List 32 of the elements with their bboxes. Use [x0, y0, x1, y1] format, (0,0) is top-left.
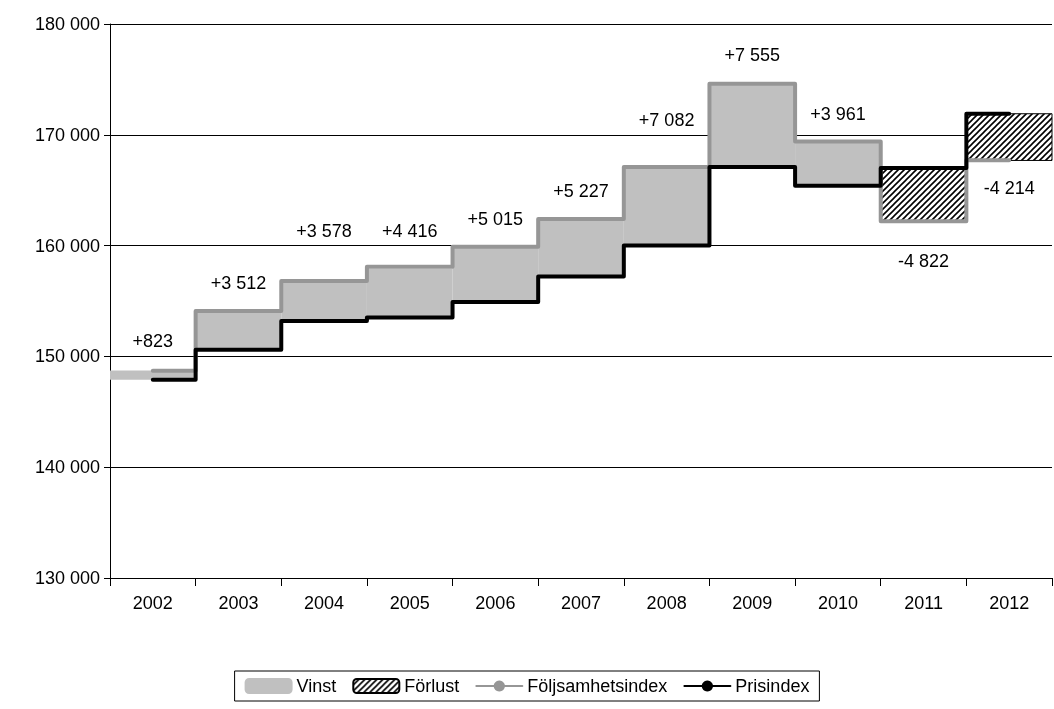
x-tick-label: 2007: [560, 593, 602, 613]
legend-label: Prisindex: [735, 676, 810, 696]
data-label: +4 416: [381, 220, 438, 241]
y-tick-label: 150 000: [34, 346, 100, 367]
x-tick-label: 2005: [389, 593, 430, 613]
data-label: +3 512: [210, 272, 267, 293]
data-label: +823: [132, 331, 174, 352]
y-tick-label: 140 000: [34, 457, 100, 478]
legend-label: Vinst: [296, 676, 337, 696]
x-tick-label: 2006: [475, 593, 516, 613]
data-label: +5 015: [467, 208, 524, 229]
data-label: -4 822: [898, 250, 950, 271]
y-tick-label: 170 000: [34, 124, 100, 145]
x-tick-label: 2011: [904, 593, 943, 613]
data-label: +3 961: [810, 103, 866, 124]
legend-label: Följsamhetsindex: [527, 676, 668, 696]
y-tick-label: 180 000: [34, 14, 100, 34]
data-label: +3 578: [296, 220, 352, 241]
data-label: +7 082: [638, 109, 695, 130]
y-tick-label: 130 000: [34, 568, 100, 588]
x-tick-label: 2008: [646, 593, 687, 613]
x-tick-label: 2004: [304, 593, 345, 613]
data-label: -4 214: [983, 178, 1035, 199]
data-label: +5 227: [553, 180, 609, 201]
x-tick-label: 2002: [132, 593, 173, 613]
x-tick-label: 2003: [218, 593, 259, 613]
x-tick-label: 2012: [989, 593, 1030, 613]
x-tick-label: 2009: [732, 593, 773, 613]
x-tick-label: 2010: [817, 593, 858, 613]
y-tick-label: 160 000: [34, 235, 100, 256]
legend-label: Förlust: [404, 676, 460, 696]
data-label: +7 555: [724, 45, 781, 66]
